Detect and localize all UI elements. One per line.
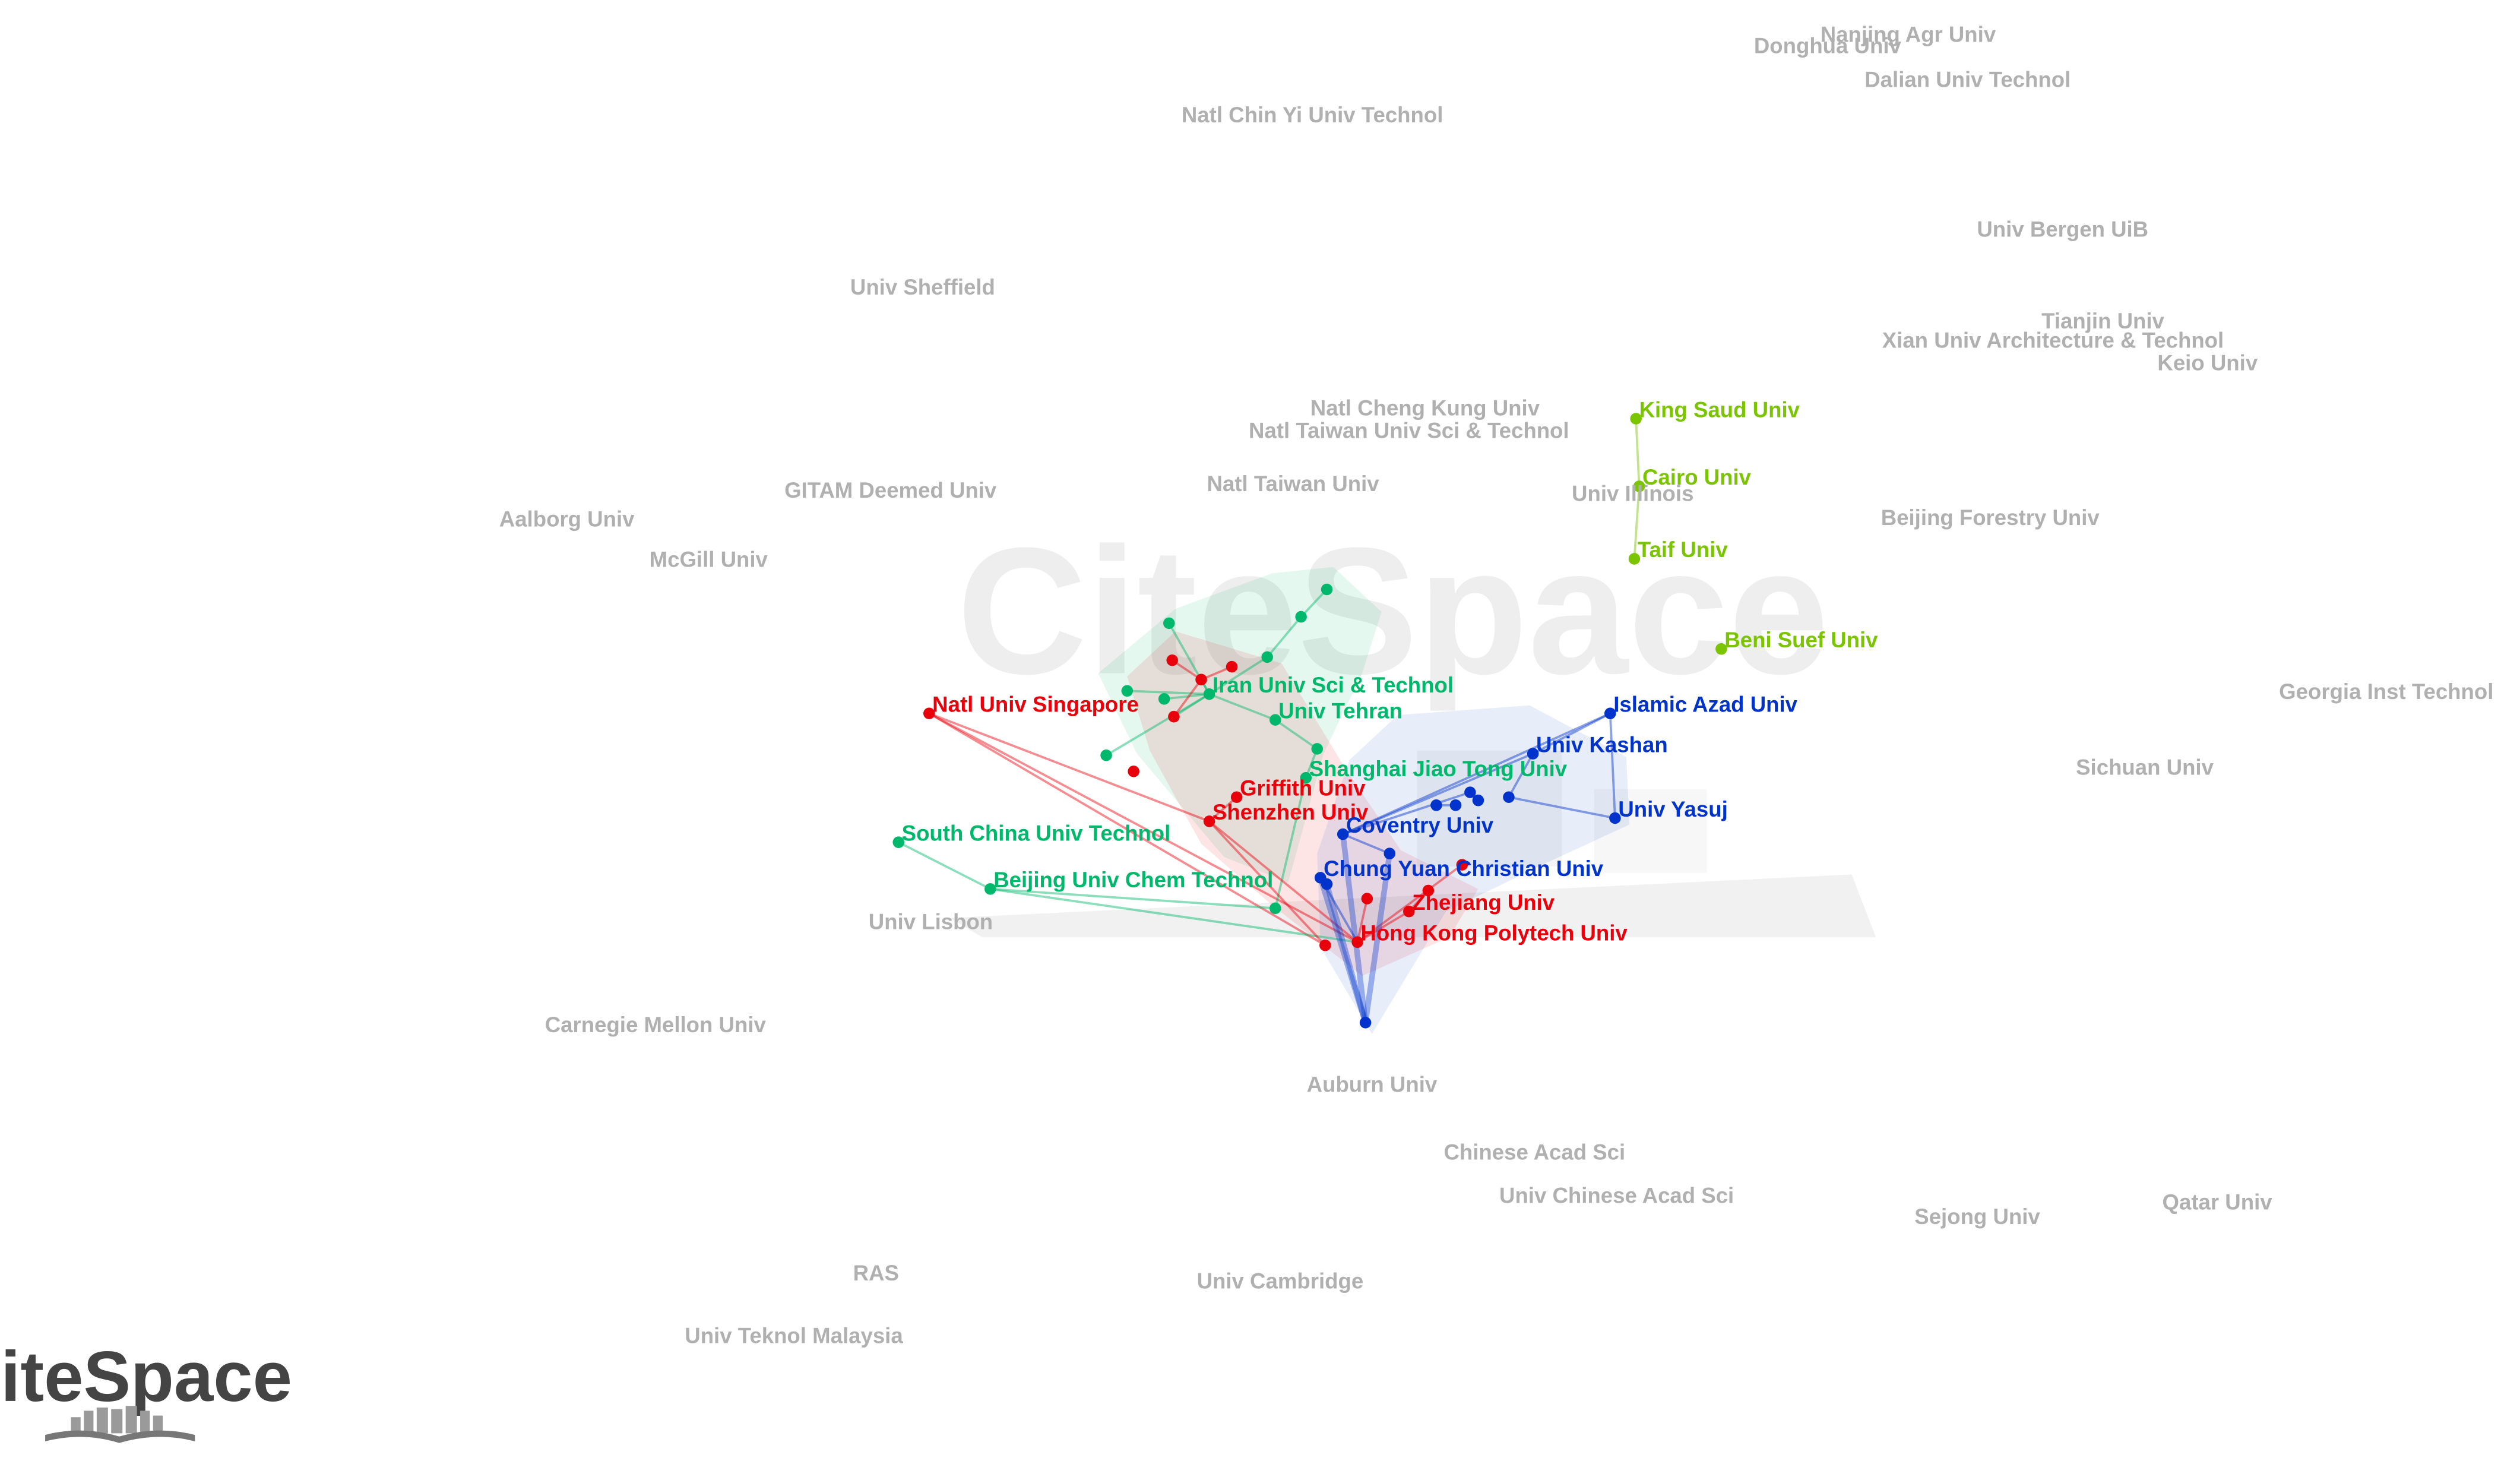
peripheral-label: RAS — [853, 1261, 899, 1285]
node-label-shenzhen: Shenzhen Univ — [1212, 800, 1369, 824]
node-label-bjchem: Beijing Univ Chem Technol — [993, 868, 1273, 892]
peripheral-label: Sichuan Univ — [2076, 755, 2214, 779]
peripheral-label: Auburn Univ — [1307, 1072, 1438, 1096]
node-r4[interactable] — [1168, 711, 1180, 723]
peripheral-label: Natl Taiwan Univ — [1207, 472, 1380, 496]
peripheral-label: Chinese Acad Sci — [1443, 1140, 1625, 1164]
node-label-iust: Iran Univ Sci & Technol — [1212, 673, 1454, 697]
node-g4[interactable] — [1261, 652, 1273, 663]
node-label-yasuj: Univ Yasuj — [1618, 797, 1727, 821]
node-g9[interactable] — [1270, 903, 1281, 915]
peripheral-label: McGill Univ — [650, 547, 768, 571]
node-b5[interactable] — [1473, 795, 1484, 807]
peripheral-label: Dalian Univ Technol — [1864, 67, 2071, 91]
node-r9[interactable] — [1319, 940, 1331, 951]
peripheral-label: Aalborg Univ — [499, 507, 635, 532]
node-label-tehran: Univ Tehran — [1278, 698, 1403, 723]
node-g8[interactable] — [1312, 743, 1324, 755]
peripheral-label: Univ Lisbon — [869, 910, 993, 934]
node-r5[interactable] — [1128, 766, 1139, 777]
node-label-nus: Natl Univ Singapore — [932, 692, 1139, 717]
node-g2[interactable] — [1295, 611, 1307, 623]
node-g3[interactable] — [1163, 618, 1175, 630]
node-label-coventry: Coventry Univ — [1346, 813, 1494, 837]
node-r3[interactable] — [1195, 674, 1207, 686]
peripheral-label: Georgia Inst Technol — [2279, 679, 2493, 704]
peripheral-label: Carnegie Mellon Univ — [545, 1013, 767, 1037]
peripheral-label: Univ Bergen UiB — [1977, 217, 2148, 242]
node-label-zhejiang: Zhejiang Univ — [1412, 890, 1555, 915]
node-g1[interactable] — [1321, 584, 1333, 596]
node-label-chungyuan: Chung Yuan Christian Univ — [1324, 856, 1604, 881]
peripheral-label: Qatar Univ — [2163, 1190, 2273, 1214]
node-label-benisuef: Beni Suef Univ — [1724, 628, 1878, 652]
peripheral-label: Natl Taiwan Univ Sci & Technol — [1249, 419, 1569, 443]
node-label-kingsaud: King Saud Univ — [1639, 397, 1800, 422]
peripheral-label: Keio Univ — [2157, 351, 2258, 375]
peripheral-label: Donghua Univ — [1754, 33, 1902, 58]
node-label-taif: Taif Univ — [1638, 537, 1728, 562]
node-r2[interactable] — [1226, 661, 1238, 673]
node-r1[interactable] — [1166, 654, 1178, 666]
peripheral-label: Univ Chinese Acad Sci — [1499, 1184, 1734, 1208]
node-g7[interactable] — [1100, 750, 1112, 761]
peripheral-label: Univ Cambridge — [1197, 1269, 1364, 1293]
node-label-kashan: Univ Kashan — [1536, 732, 1668, 757]
node-b8[interactable] — [1360, 1017, 1372, 1029]
node-label-polyu: Hong Kong Polytech Univ — [1360, 921, 1628, 945]
node-label-griffith: Griffith Univ — [1240, 776, 1366, 801]
node-b3[interactable] — [1430, 799, 1442, 811]
peripheral-label: Xian Univ Architecture & Technol — [1882, 328, 2224, 353]
node-b2[interactable] — [1503, 792, 1515, 804]
peripheral-label: Beijing Forestry Univ — [1881, 505, 2100, 530]
node-label-azad: Islamic Azad Univ — [1613, 692, 1797, 717]
node-b4[interactable] — [1450, 799, 1462, 811]
node-r6[interactable] — [1362, 893, 1373, 905]
peripheral-label: Natl Cheng Kung Univ — [1310, 396, 1540, 420]
peripheral-label: Sejong Univ — [1914, 1204, 2040, 1229]
peripheral-label: Univ Sheffield — [850, 275, 995, 299]
peripheral-label: GITAM Deemed Univ — [784, 478, 997, 502]
logo-text: CiteSpace — [0, 1337, 292, 1416]
peripheral-label: Univ Illinois — [1572, 481, 1693, 505]
peripheral-label: Natl Chin Yi Univ Technol — [1182, 103, 1443, 127]
peripheral-label: Univ Teknol Malaysia — [685, 1324, 903, 1348]
node-label-scut: South China Univ Technol — [902, 821, 1171, 845]
node-g6[interactable] — [1158, 693, 1170, 705]
